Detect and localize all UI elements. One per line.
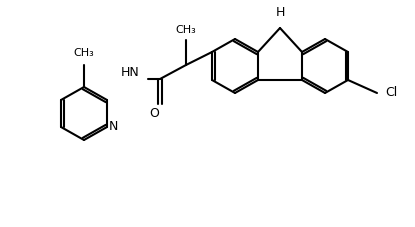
Text: HN: HN xyxy=(121,66,139,79)
Text: H: H xyxy=(275,7,285,20)
Text: CH₃: CH₃ xyxy=(73,48,94,58)
Text: N: N xyxy=(108,121,118,133)
Text: Cl: Cl xyxy=(385,86,397,99)
Text: O: O xyxy=(149,107,159,120)
Text: CH₃: CH₃ xyxy=(176,25,196,35)
